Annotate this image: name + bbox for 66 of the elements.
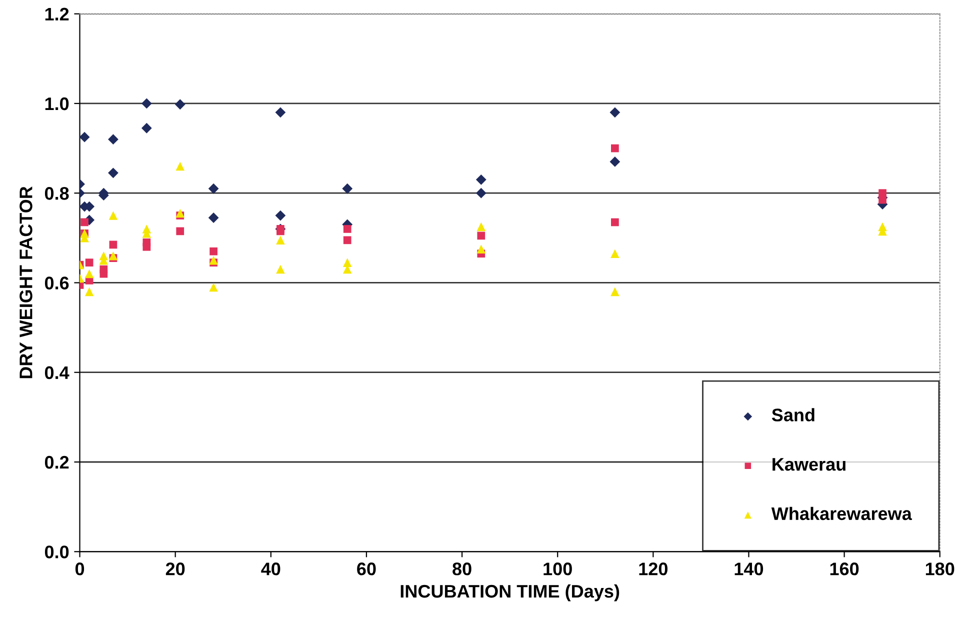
x-tick-label: 140 bbox=[734, 562, 764, 576]
point bbox=[109, 240, 118, 249]
point bbox=[611, 218, 619, 226]
point bbox=[343, 236, 352, 244]
point bbox=[108, 134, 118, 145]
point bbox=[174, 99, 186, 110]
point bbox=[610, 249, 620, 258]
point bbox=[80, 218, 88, 226]
x-tick-label: 0 bbox=[75, 562, 84, 576]
x-tick-label: 100 bbox=[544, 562, 572, 576]
x-tick-label: 80 bbox=[452, 562, 472, 576]
point bbox=[176, 162, 184, 171]
point bbox=[141, 122, 152, 134]
point bbox=[342, 258, 352, 267]
point bbox=[85, 258, 94, 266]
point bbox=[210, 247, 218, 256]
point bbox=[100, 270, 108, 278]
x-tick-label: 180 bbox=[926, 562, 954, 576]
point bbox=[476, 244, 486, 254]
point bbox=[80, 132, 90, 142]
x-tick-label: 40 bbox=[261, 562, 280, 576]
point bbox=[276, 236, 285, 245]
point bbox=[142, 242, 151, 251]
point bbox=[84, 287, 94, 296]
point bbox=[84, 269, 94, 278]
x-tick-label: 60 bbox=[357, 562, 376, 576]
point bbox=[208, 212, 219, 223]
point bbox=[209, 282, 218, 292]
point bbox=[610, 287, 620, 296]
point bbox=[343, 225, 352, 233]
point bbox=[477, 232, 486, 240]
legend-label: Kawerau bbox=[772, 458, 846, 471]
point bbox=[342, 183, 353, 194]
y-tick-label: 0.4 bbox=[44, 366, 70, 380]
point bbox=[878, 196, 886, 204]
y-tick-label: 0.0 bbox=[44, 546, 69, 558]
point bbox=[476, 222, 486, 232]
point bbox=[208, 183, 219, 194]
legend-label: Sand bbox=[772, 408, 814, 422]
point bbox=[209, 256, 218, 265]
y-tick-label: 1.0 bbox=[45, 97, 69, 110]
legend-label: Whakarewarewa bbox=[771, 506, 912, 520]
point bbox=[476, 174, 486, 185]
point bbox=[108, 211, 118, 220]
point bbox=[275, 210, 286, 221]
point bbox=[141, 98, 152, 109]
x-tick-label: 120 bbox=[639, 562, 668, 576]
y-tick-label: 0.8 bbox=[44, 187, 69, 200]
x-tick-label: 20 bbox=[166, 562, 185, 576]
y-tick-label: 1.2 bbox=[45, 8, 69, 20]
point bbox=[108, 251, 118, 260]
point bbox=[108, 168, 118, 178]
point bbox=[176, 227, 184, 236]
point bbox=[275, 107, 286, 118]
y-tick-label: 0.6 bbox=[44, 276, 69, 290]
point bbox=[610, 107, 620, 118]
y-tick-label: 0.2 bbox=[44, 456, 69, 469]
point bbox=[176, 208, 184, 218]
x-axis-title: INCUBATION TIME (Days) bbox=[400, 584, 620, 602]
point bbox=[611, 144, 619, 152]
x-tick-label: 160 bbox=[830, 562, 859, 576]
point bbox=[276, 227, 284, 236]
point bbox=[610, 156, 620, 167]
point bbox=[476, 188, 486, 198]
point bbox=[276, 264, 285, 274]
y-axis-title: DRY WEIGHT FACTOR bbox=[20, 186, 32, 378]
